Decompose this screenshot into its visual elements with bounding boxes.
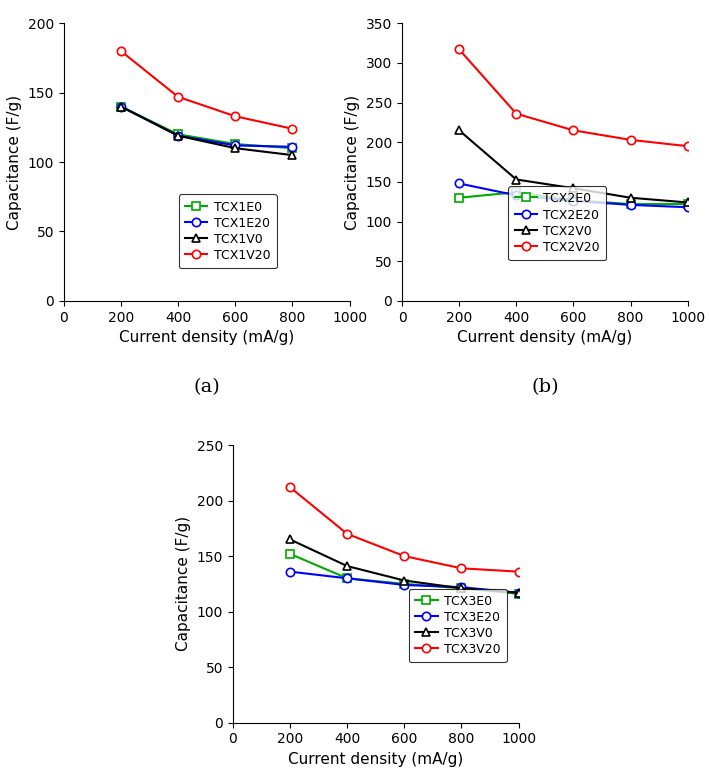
TCX1E0 [174,130,182,139]
Line: TCX1E20: TCX1E20 [117,103,296,151]
TCX2E0 [455,193,464,202]
TCX1E20 [288,142,296,152]
TCX3E20 [514,588,523,598]
TCX1E20 [231,141,240,150]
TCX3V0 [286,535,294,544]
Line: TCX1V0: TCX1V0 [117,103,296,159]
TCX1V20 [174,92,182,102]
TCX3V0 [457,584,466,593]
TCX2E0 [512,187,520,197]
TCX2V20 [512,109,520,118]
Line: TCX2E0: TCX2E0 [455,188,692,208]
Line: TCX2V0: TCX2V0 [455,126,692,207]
TCX2E20 [683,203,692,212]
TCX3E0 [286,549,294,559]
Y-axis label: Capacitance (F/g): Capacitance (F/g) [345,95,360,230]
TCX2V20 [626,135,635,145]
TCX3V0 [343,562,352,571]
TCX2E20 [626,200,635,210]
TCX2V20 [683,141,692,151]
Text: (b): (b) [531,378,559,396]
TCX2E20 [455,179,464,188]
TCX1E20 [174,131,182,141]
Line: TCX3V20: TCX3V20 [286,483,523,576]
TCX3V0 [400,576,408,585]
TCX3E0 [343,573,352,583]
TCX2V0 [569,183,578,193]
TCX1V0 [288,151,296,160]
TCX2E0 [683,200,692,209]
TCX3E20 [457,583,466,592]
TCX3E20 [400,580,408,590]
TCX3V20 [457,563,466,573]
TCX3V20 [343,529,352,538]
Y-axis label: Capacitance (F/g): Capacitance (F/g) [177,516,191,651]
X-axis label: Current density (mA/g): Current density (mA/g) [288,752,464,767]
Legend: TCX2E0, TCX2E20, TCX2V0, TCX2V20: TCX2E0, TCX2E20, TCX2V0, TCX2V20 [508,186,606,260]
TCX2V0 [626,193,635,202]
TCX3E20 [286,567,294,577]
TCX2V20 [569,126,578,135]
Line: TCX3E0: TCX3E0 [286,549,523,598]
TCX1V20 [288,124,296,134]
TCX1V20 [117,47,125,56]
Line: TCX3V0: TCX3V0 [286,535,523,597]
Legend: TCX1E0, TCX1E20, TCX1V0, TCX1V20: TCX1E0, TCX1E20, TCX1V0, TCX1V20 [179,194,277,268]
TCX2V0 [683,198,692,207]
TCX3V20 [286,483,294,492]
TCX3V0 [514,588,523,598]
Line: TCX2V20: TCX2V20 [455,45,692,151]
X-axis label: Current density (mA/g): Current density (mA/g) [457,330,632,345]
Y-axis label: Capacitance (F/g): Capacitance (F/g) [7,95,22,230]
Text: (a): (a) [194,378,220,396]
TCX1E0 [288,144,296,153]
TCX1V0 [174,131,182,141]
TCX2E0 [569,196,578,205]
TCX1E0 [231,139,240,148]
X-axis label: Current density (mA/g): Current density (mA/g) [119,330,294,345]
TCX3E0 [514,589,523,598]
TCX3E20 [343,573,352,583]
TCX2V0 [455,126,464,135]
TCX3V20 [400,552,408,561]
TCX3E0 [400,579,408,588]
Line: TCX3E20: TCX3E20 [286,567,523,597]
TCX1V0 [231,144,240,153]
Line: TCX2E20: TCX2E20 [455,179,692,211]
TCX2V20 [455,45,464,54]
TCX2V0 [512,175,520,184]
TCX1E0 [117,102,125,111]
Line: TCX1E0: TCX1E0 [117,103,296,152]
TCX1V20 [231,112,240,121]
TCX2E0 [626,200,635,209]
Line: TCX1V20: TCX1V20 [117,47,296,133]
TCX2E20 [512,190,520,200]
TCX1V0 [117,102,125,111]
Legend: TCX3E0, TCX3E20, TCX3V0, TCX3V20: TCX3E0, TCX3E20, TCX3V0, TCX3V20 [409,588,507,663]
TCX3E0 [457,584,466,593]
TCX3V20 [514,567,523,577]
TCX1E20 [117,102,125,111]
TCX2E20 [569,197,578,206]
